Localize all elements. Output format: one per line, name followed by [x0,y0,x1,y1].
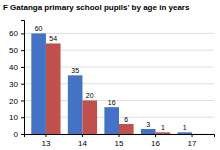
bar [141,129,156,134]
data-label: 1 [183,124,187,131]
data-label: 1 [161,124,165,131]
x-tick-label: 16 [151,139,160,148]
x-axis: 13 14 15 16 17 [25,134,215,148]
y-tick-label: 20 [9,97,18,106]
y-tick-label: 40 [9,63,18,72]
bar [82,100,97,134]
data-label: 16 [108,99,116,106]
x-tick-mark [45,134,46,137]
bar [119,124,134,134]
x-tick-label: 15 [115,139,124,148]
bars [31,33,192,134]
y-tick: 10 [9,113,24,122]
y-tick-label: 0 [14,130,19,139]
bar [31,33,46,134]
y-axis-line [21,21,25,135]
y-tick-mark [21,50,24,51]
y-tick-mark [21,33,24,34]
data-labels: 60 35 16 3 1 54 20 6 1 [35,25,187,131]
data-label: 60 [35,25,43,32]
y-axis: 0 10 20 30 40 50 60 [9,21,24,140]
x-tick-label: 17 [188,139,197,148]
y-tick: 20 [9,97,24,106]
x-tick-label: 14 [78,139,87,148]
y-tick-label: 60 [9,29,18,38]
x-tick: 14 [78,134,87,148]
data-label: 20 [86,92,94,99]
x-tick: 17 [188,134,197,148]
x-axis-line [25,135,215,138]
x-tick: 15 [115,134,124,148]
y-tick: 40 [9,63,24,72]
y-tick-label: 30 [9,80,18,89]
y-tick-mark [21,117,24,118]
chart: F Gatanga primary school pupils' by age … [0,0,220,150]
y-tick-mark [21,84,24,85]
x-tick-label: 13 [41,139,50,148]
y-tick-mark [21,100,24,101]
x-tick-mark [119,134,120,137]
y-tick-label: 10 [9,113,18,122]
x-tick: 16 [151,134,160,148]
data-label: 54 [49,35,57,42]
grid-line [24,33,214,34]
y-tick: 60 [9,29,24,38]
x-tick: 13 [41,134,50,148]
data-label: 6 [124,116,128,123]
bar [156,132,171,134]
y-tick: 0 [14,130,24,139]
title: F Gatanga primary school pupils' by age … [3,3,190,12]
y-tick: 30 [9,80,24,89]
x-tick-mark [192,134,193,137]
bar [192,134,207,135]
bar [177,132,192,134]
bar [104,107,119,134]
x-tick-mark [155,134,156,137]
y-tick-mark [21,67,24,68]
y-tick: 50 [9,46,24,55]
grid [24,33,214,134]
bar [68,75,83,134]
y-tick-mark [21,134,24,135]
data-label: 3 [146,121,150,128]
plot: 60 35 16 3 1 54 20 6 1 13 14 15 16 17 0 10 20 30 40 50 60 [9,21,214,148]
data-label: 35 [71,67,79,74]
bar [46,43,61,134]
x-tick-mark [82,134,83,137]
y-tick-label: 50 [9,46,18,55]
